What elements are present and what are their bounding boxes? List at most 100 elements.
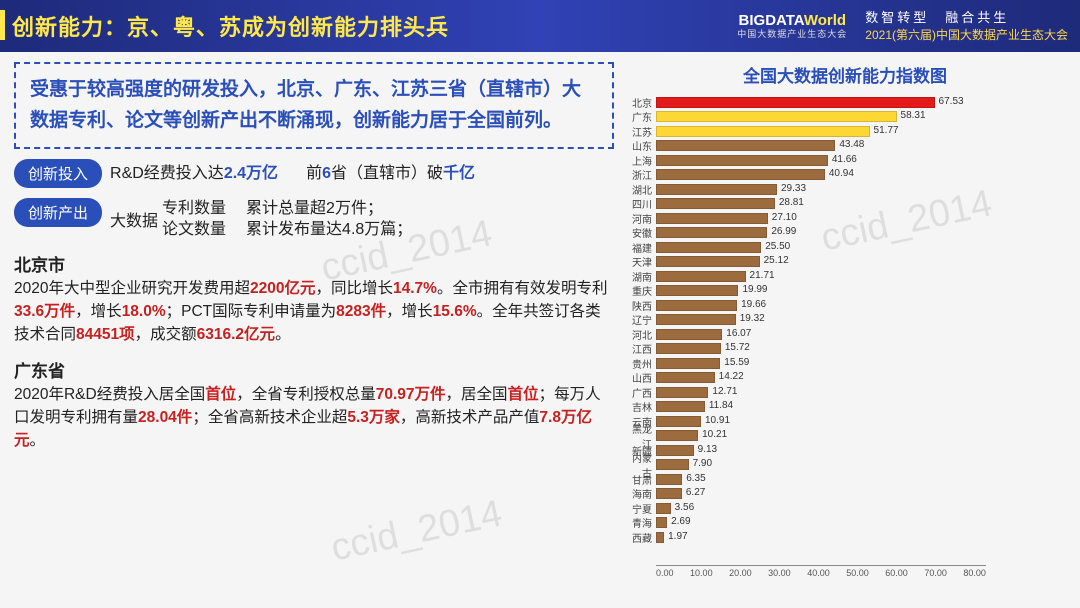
bar-row: 上海41.66 bbox=[624, 153, 1066, 168]
bar-value-label: 7.90 bbox=[693, 458, 712, 469]
x-tick: 50.00 bbox=[846, 568, 869, 578]
logo-text: BIGDATAWorld bbox=[737, 13, 847, 28]
bar-row: 云南10.91 bbox=[624, 414, 1066, 429]
bar-value-label: 2.69 bbox=[671, 516, 690, 527]
beijing-block: 北京市 2020年大中型企业研究开发费用超2200亿元，同比增长14.7%。全市… bbox=[14, 249, 614, 347]
bar-value-label: 26.99 bbox=[771, 226, 796, 237]
invest-row: 创新投入 R&D经费投入达2.4万亿 前6省（直辖市）破千亿 bbox=[14, 159, 614, 188]
bar-track: 15.59 bbox=[656, 358, 986, 369]
bar-row: 湖南 21.71 bbox=[624, 269, 1066, 284]
bar bbox=[656, 111, 897, 122]
bar-value-label: 19.99 bbox=[742, 284, 767, 295]
x-tick: 0.00 bbox=[656, 568, 674, 578]
summary-box: 受惠于较高强度的研发投入，北京、广东、江苏三省（直辖市）大数据专利、论文等创新产… bbox=[14, 62, 614, 149]
chart-x-axis: 0.0010.0020.0030.0040.0050.0060.0070.008… bbox=[656, 565, 986, 578]
bar bbox=[656, 343, 721, 354]
bar-row: 河北16.07 bbox=[624, 327, 1066, 342]
bar-value-label: 10.91 bbox=[705, 415, 730, 426]
bar-label: 湖南 bbox=[624, 269, 656, 284]
bar bbox=[656, 198, 775, 209]
bar-track: 15.72 bbox=[656, 343, 986, 354]
bar bbox=[656, 155, 828, 166]
bar-label: 北京 bbox=[624, 95, 656, 110]
bar-row: 宁夏3.56 bbox=[624, 501, 1066, 516]
bar-value-label: 12.71 bbox=[712, 386, 737, 397]
bar-value-label: 25.12 bbox=[764, 255, 789, 266]
bar-row: 山东43.48 bbox=[624, 139, 1066, 154]
bar-track: 14.22 bbox=[656, 372, 986, 383]
header-right: BIGDATAWorld 中国大数据产业生态大会 数智转型 融合共生 2021(… bbox=[737, 9, 1068, 44]
slide-body: 受惠于较高强度的研发投入，北京、广东、江苏三省（直辖市）大数据专利、论文等创新产… bbox=[0, 52, 1080, 608]
bar-label: 海南 bbox=[624, 486, 656, 501]
bar-label: 山西 bbox=[624, 370, 656, 385]
bar-row: 甘肃6.35 bbox=[624, 472, 1066, 487]
bar bbox=[656, 430, 698, 441]
bar-value-label: 21.71 bbox=[750, 270, 775, 281]
bar-track: 58.31 bbox=[656, 111, 986, 122]
bar-value-label: 40.94 bbox=[829, 168, 854, 179]
bar-row: 福建25.50 bbox=[624, 240, 1066, 255]
bar-row: 贵州15.59 bbox=[624, 356, 1066, 371]
bar-track: 10.91 bbox=[656, 416, 986, 427]
bar-track: 41.66 bbox=[656, 155, 986, 166]
bar-track: 40.94 bbox=[656, 169, 986, 180]
x-tick: 20.00 bbox=[729, 568, 752, 578]
slide-title: 创新能力：京、粤、苏成为创新能力排头兵 bbox=[12, 10, 737, 42]
bar-row: 陕西19.66 bbox=[624, 298, 1066, 313]
output-values: 累计总量超2万件；累计发布量达4.8万篇； bbox=[246, 198, 412, 241]
bar bbox=[656, 329, 722, 340]
bar bbox=[656, 97, 935, 108]
bar-track: 11.84 bbox=[656, 401, 986, 412]
bar-row: 河南27.10 bbox=[624, 211, 1066, 226]
invest-body: R&D经费投入达2.4万亿 前6省（直辖市）破千亿 bbox=[110, 159, 614, 183]
bar bbox=[656, 387, 708, 398]
bar-row: 西藏1.97 bbox=[624, 530, 1066, 545]
guangdong-title: 广东省 bbox=[14, 359, 614, 384]
bar-label: 青海 bbox=[624, 515, 656, 530]
bar-track: 51.77 bbox=[656, 126, 986, 137]
bar bbox=[656, 488, 682, 499]
bar-label: 江西 bbox=[624, 341, 656, 356]
x-tick: 40.00 bbox=[807, 568, 830, 578]
bar-row: 四川28.81 bbox=[624, 197, 1066, 212]
bar-label: 上海 bbox=[624, 153, 656, 168]
bar bbox=[656, 227, 767, 238]
bar bbox=[656, 503, 671, 514]
bar-row: 黑龙江10.21 bbox=[624, 429, 1066, 444]
event-slogan: 数智转型 融合共生 2021(第六届)中国大数据产业生态大会 bbox=[865, 9, 1068, 44]
bar bbox=[656, 300, 737, 311]
bar-value-label: 51.77 bbox=[874, 125, 899, 136]
bar-label: 广东 bbox=[624, 109, 656, 124]
bar-label: 河南 bbox=[624, 211, 656, 226]
bar-row: 山西14.22 bbox=[624, 371, 1066, 386]
bar bbox=[656, 401, 705, 412]
bar bbox=[656, 416, 701, 427]
bar-label: 宁夏 bbox=[624, 501, 656, 516]
bar bbox=[656, 517, 667, 528]
bar-value-label: 1.97 bbox=[668, 531, 687, 542]
bar-value-label: 9.13 bbox=[698, 444, 717, 455]
bar-label: 江苏 bbox=[624, 124, 656, 139]
beijing-text: 2020年大中型企业研究开发费用超2200亿元，同比增长14.7%。全市拥有有效… bbox=[14, 278, 614, 347]
bar bbox=[656, 459, 689, 470]
bar-track: 25.12 bbox=[656, 256, 986, 267]
chart-title: 全国大数据创新能力指数图 bbox=[624, 62, 1066, 87]
bar bbox=[656, 126, 870, 137]
guangdong-text: 2020年R&D经费投入居全国首位，全省专利授权总量70.97万件，居全国首位；… bbox=[14, 384, 614, 453]
bar-row: 安徽26.99 bbox=[624, 226, 1066, 241]
bar-track: 67.53 bbox=[656, 97, 986, 108]
bar-value-label: 43.48 bbox=[839, 139, 864, 150]
bar bbox=[656, 271, 746, 282]
bar bbox=[656, 256, 760, 267]
bar-label: 重庆 bbox=[624, 283, 656, 298]
bar-label: 贵州 bbox=[624, 356, 656, 371]
innovation-bar-chart: 北京67.53广东58.31江苏51.77山东43.48上海41.66浙江40.… bbox=[624, 95, 1066, 565]
bar-value-label: 29.33 bbox=[781, 183, 806, 194]
bar bbox=[656, 140, 835, 151]
bar bbox=[656, 445, 694, 456]
bar-row: 重庆 19.99 bbox=[624, 284, 1066, 299]
bar bbox=[656, 314, 736, 325]
bar-row: 江苏 51.77 bbox=[624, 124, 1066, 139]
bar-row: 新疆9.13 bbox=[624, 443, 1066, 458]
logo-sub: 中国大数据产业生态大会 bbox=[737, 30, 847, 39]
